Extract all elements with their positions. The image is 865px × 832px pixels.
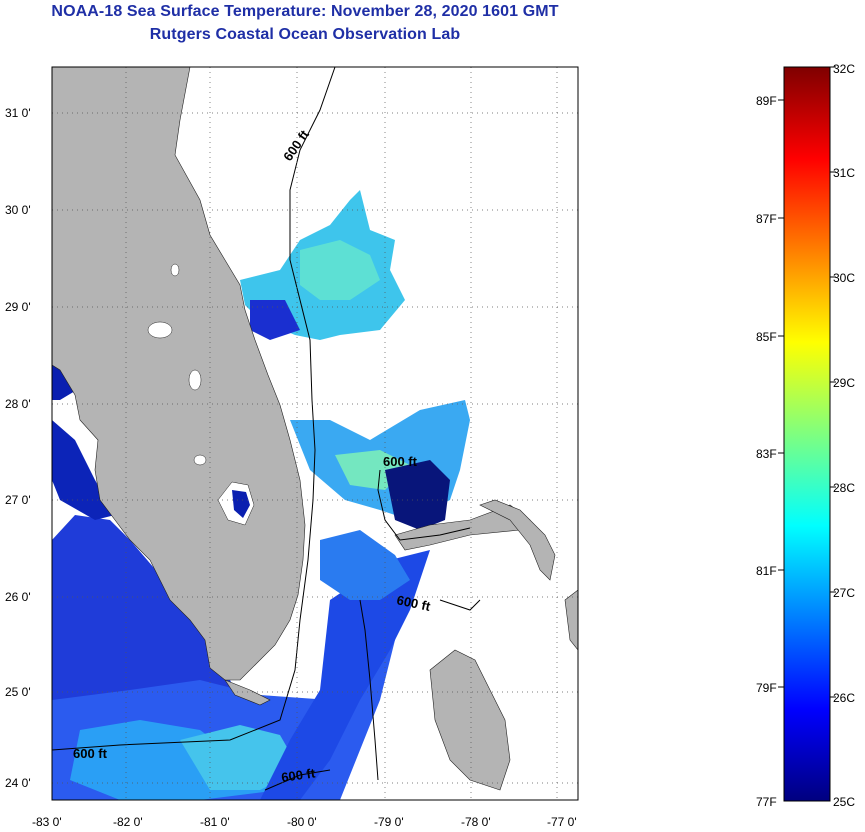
colorbar-f-label: 87F xyxy=(756,212,777,226)
abaco-land xyxy=(479,499,556,581)
colorbar: 32C 31C 30C 29C 28C 27C 26C 25C 89F 87F … xyxy=(756,62,855,809)
lat-label: 31 0' xyxy=(5,106,31,120)
sst-east-central xyxy=(320,530,410,600)
lake-4 xyxy=(170,263,180,277)
eleuthera-land xyxy=(564,589,578,651)
lat-label: 29 0' xyxy=(5,300,31,314)
colorbar-f-label: 83F xyxy=(756,447,777,461)
contour-label: 600 ft xyxy=(280,765,316,785)
land-layer xyxy=(52,67,578,791)
lat-axis: 31 0' 30 0' 29 0' 28 0' 27 0' 26 0' 25 0… xyxy=(5,106,31,790)
colorbar-c-label: 32C xyxy=(833,62,855,76)
colorbar-c-label: 29C xyxy=(833,376,855,390)
lat-label: 25 0' xyxy=(5,685,31,699)
sst-atlantic-north-deep xyxy=(250,300,300,340)
colorbar-f-label: 79F xyxy=(756,681,777,695)
lon-label: -78 0' xyxy=(461,815,491,829)
lon-label: -83 0' xyxy=(32,815,62,829)
florida-land xyxy=(52,67,306,681)
graticule xyxy=(52,67,578,800)
lake-1 xyxy=(147,321,173,339)
lat-label: 24 0' xyxy=(5,776,31,790)
sst-atlantic-north-cyan xyxy=(300,240,380,300)
lat-label: 28 0' xyxy=(5,397,31,411)
lon-label: -82 0' xyxy=(113,815,143,829)
lat-label: 30 0' xyxy=(5,203,31,217)
colorbar-f-label: 81F xyxy=(756,564,777,578)
colorbar-c-label: 26C xyxy=(833,691,855,705)
map-title: NOAA-18 Sea Surface Temperature: Novembe… xyxy=(51,3,559,20)
colorbar-c-label: 28C xyxy=(833,481,855,495)
lon-axis: -83 0' -82 0' -81 0' -80 0' -79 0' -78 0… xyxy=(32,815,577,829)
lon-label: -79 0' xyxy=(374,815,404,829)
colorbar-gradient xyxy=(783,66,831,802)
lon-label: -77 0' xyxy=(547,815,577,829)
colorbar-c-label: 30C xyxy=(833,271,855,285)
lake-3 xyxy=(193,454,207,466)
lake-okeechobee-water xyxy=(232,490,250,518)
lake-2 xyxy=(188,369,202,391)
lat-label: 26 0' xyxy=(5,590,31,604)
colorbar-c-label: 25C xyxy=(833,795,855,809)
florida-keys xyxy=(224,679,271,706)
lat-label: 27 0' xyxy=(5,493,31,507)
sst-strait-strip xyxy=(260,550,430,800)
map-frame xyxy=(51,66,579,801)
contour-label: 600 ft xyxy=(395,592,432,614)
sst-bahamas-dark xyxy=(385,460,450,530)
contour-label: 600 ft xyxy=(73,746,108,761)
map-subtitle: Rutgers Coastal Ocean Observation Lab xyxy=(149,26,461,43)
lon-label: -80 0' xyxy=(287,815,317,829)
colorbar-f-label: 77F xyxy=(756,795,777,809)
contour-label: 600 ft xyxy=(383,454,418,469)
colorbar-f-label: 89F xyxy=(756,94,777,108)
contour-lines xyxy=(52,67,481,791)
colorbar-c-label: 27C xyxy=(833,586,855,600)
andros-land xyxy=(429,649,511,791)
colorbar-c-label: 31C xyxy=(833,166,855,180)
colorbar-f-label: 85F xyxy=(756,330,777,344)
lon-label: -81 0' xyxy=(200,815,230,829)
